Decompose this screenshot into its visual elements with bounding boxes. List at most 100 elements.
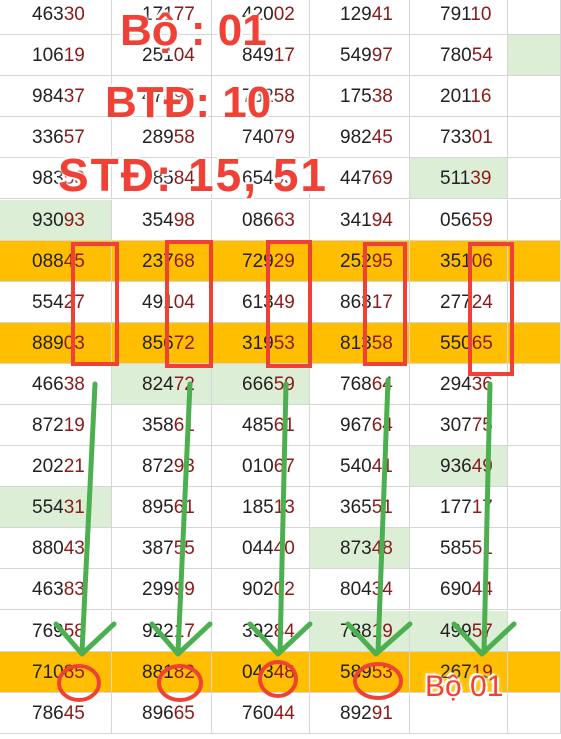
result-cell: 89291 bbox=[310, 693, 410, 734]
result-cell: 54041 bbox=[310, 446, 410, 487]
empty-cell bbox=[508, 35, 561, 76]
number-prefix: 08845 bbox=[32, 251, 85, 272]
number-prefix: 93093 bbox=[32, 210, 85, 231]
result-cell: 87293 bbox=[112, 446, 212, 487]
result-cell: 87219 bbox=[0, 405, 112, 446]
result-cell: 25295 bbox=[310, 241, 410, 282]
number-prefix: 61349 bbox=[242, 292, 295, 313]
result-cell: 20221 bbox=[0, 446, 112, 487]
number-prefix: 88182 bbox=[142, 662, 195, 683]
number-prefix: 55065 bbox=[440, 333, 493, 354]
result-cell: 87348 bbox=[310, 528, 410, 569]
result-cell: 10619 bbox=[0, 35, 112, 76]
empty-cell bbox=[508, 0, 561, 35]
result-cell: 81358 bbox=[310, 323, 410, 364]
result-cell: 69044 bbox=[410, 569, 508, 610]
result-cell: 46638 bbox=[0, 364, 112, 405]
number-prefix: 76958 bbox=[32, 621, 85, 642]
number-prefix: 88584 bbox=[142, 168, 195, 189]
result-cell: 61349 bbox=[212, 282, 310, 323]
number-prefix: 65493 bbox=[242, 168, 295, 189]
number-prefix: 36551 bbox=[340, 497, 393, 518]
result-cell: 80434 bbox=[310, 569, 410, 610]
std-label: STĐ: 15, 51 bbox=[58, 149, 328, 201]
number-prefix: 90202 bbox=[242, 579, 295, 600]
result-cell: 88584 bbox=[112, 158, 212, 199]
result-cell: 46330 bbox=[0, 0, 112, 35]
number-prefix: 05659 bbox=[440, 210, 493, 231]
result-cell: 33657 bbox=[0, 117, 112, 158]
result-cell: 55427 bbox=[0, 282, 112, 323]
empty-cell bbox=[508, 282, 561, 323]
result-cell: 98245 bbox=[310, 117, 410, 158]
result-cell: 93093 bbox=[0, 200, 112, 241]
empty-cell bbox=[508, 487, 561, 528]
empty-cell bbox=[508, 693, 561, 734]
result-cell: 27724 bbox=[410, 282, 508, 323]
number-prefix: 54997 bbox=[340, 45, 393, 66]
empty-cell bbox=[508, 200, 561, 241]
number-prefix: 89665 bbox=[142, 703, 195, 724]
result-cell: 49104 bbox=[112, 282, 212, 323]
result-cell: 29999 bbox=[112, 569, 212, 610]
number-prefix: 17538 bbox=[340, 86, 393, 107]
result-cell: 35106 bbox=[410, 241, 508, 282]
result-cell: 76044 bbox=[212, 693, 310, 734]
result-cell: 08663 bbox=[212, 200, 310, 241]
result-cell: 05659 bbox=[410, 200, 508, 241]
result-cell: 17177 bbox=[112, 0, 212, 35]
number-prefix: 79110 bbox=[440, 4, 492, 25]
result-cell: 49957 bbox=[410, 611, 508, 652]
number-prefix: 74079 bbox=[242, 127, 295, 148]
result-cell: 51139 bbox=[410, 158, 508, 199]
result-cell: 98353 bbox=[0, 158, 112, 199]
number-prefix: 86317 bbox=[340, 292, 393, 313]
empty-cell bbox=[508, 446, 561, 487]
result-cell: 66659 bbox=[212, 364, 310, 405]
result-cell: 23768 bbox=[112, 241, 212, 282]
result-cell: 88043 bbox=[0, 528, 112, 569]
empty-cell bbox=[508, 364, 561, 405]
number-prefix: 87219 bbox=[32, 415, 85, 436]
result-cell: 29436 bbox=[410, 364, 508, 405]
number-prefix: 55427 bbox=[32, 292, 85, 313]
result-cell: 55431 bbox=[0, 487, 112, 528]
result-cell: 88182 bbox=[112, 652, 212, 693]
number-prefix: 55431 bbox=[32, 497, 85, 518]
number-prefix: 17717 bbox=[440, 497, 493, 518]
number-prefix: 98245 bbox=[340, 127, 393, 148]
result-cell: 65493 bbox=[212, 158, 310, 199]
result-cell: 89561 bbox=[112, 487, 212, 528]
number-prefix: 20221 bbox=[32, 456, 85, 477]
number-prefix: 88043 bbox=[32, 538, 85, 559]
result-cell: 30775 bbox=[410, 405, 508, 446]
result-cell: 48561 bbox=[212, 405, 310, 446]
number-prefix: 49957 bbox=[440, 621, 493, 642]
number-prefix: 72929 bbox=[242, 251, 295, 272]
number-prefix: 71085 bbox=[32, 662, 85, 683]
number-prefix: 89561 bbox=[142, 497, 195, 518]
number-prefix: 78258 bbox=[242, 86, 295, 107]
result-cell: 78819 bbox=[310, 611, 410, 652]
result-cell: 72929 bbox=[212, 241, 310, 282]
result-cell: 39284 bbox=[212, 611, 310, 652]
number-prefix: 54041 bbox=[340, 456, 393, 477]
result-cell: 04348 bbox=[212, 652, 310, 693]
result-cell: 25104 bbox=[112, 35, 212, 76]
result-cell: 04440 bbox=[212, 528, 310, 569]
number-prefix: 29999 bbox=[142, 579, 195, 600]
number-prefix: 81358 bbox=[340, 333, 393, 354]
number-prefix: 31953 bbox=[242, 333, 295, 354]
number-prefix: 96764 bbox=[340, 415, 393, 436]
result-cell: 88903 bbox=[0, 323, 112, 364]
set-title: Bộ : 01 bbox=[120, 6, 267, 55]
number-prefix: 18513 bbox=[242, 497, 295, 518]
result-cell: 93649 bbox=[410, 446, 508, 487]
number-prefix: 23768 bbox=[142, 251, 195, 272]
result-cell: 38755 bbox=[112, 528, 212, 569]
result-cell: 78645 bbox=[0, 693, 112, 734]
footer-set-label: Bộ 01 bbox=[425, 670, 504, 703]
result-cell: 73301 bbox=[410, 117, 508, 158]
empty-cell bbox=[508, 405, 561, 446]
